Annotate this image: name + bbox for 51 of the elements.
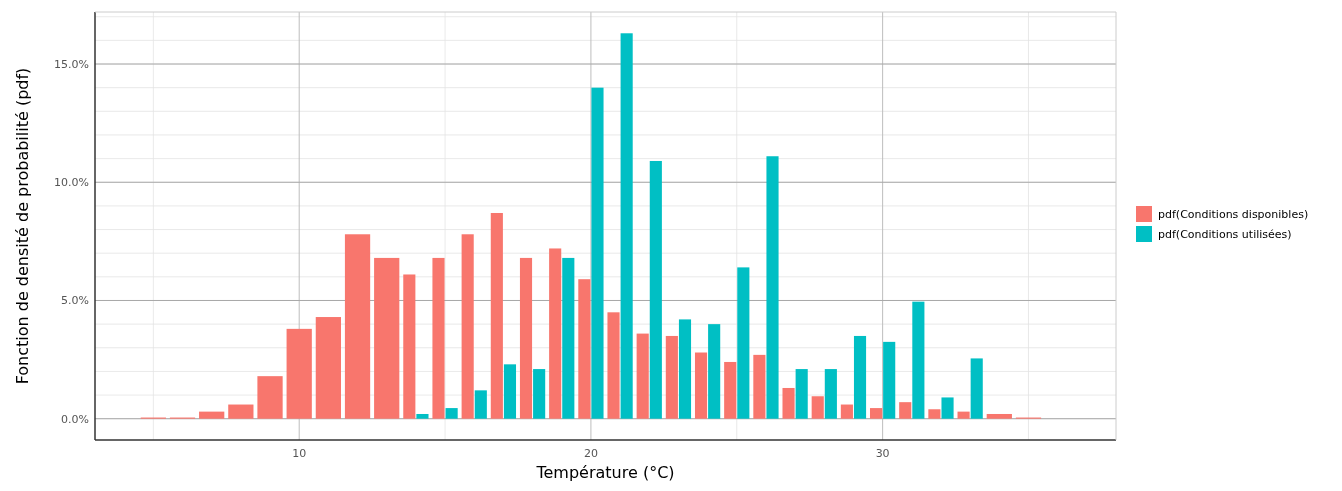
bar <box>941 397 954 419</box>
bar <box>753 354 766 419</box>
bar <box>607 312 620 419</box>
bar <box>620 33 633 419</box>
bar <box>899 402 912 419</box>
bar <box>694 352 708 419</box>
bar <box>853 335 867 419</box>
bar <box>811 396 824 419</box>
x-axis-title: Température (°C) <box>535 463 675 482</box>
x-tick-label: 30 <box>875 447 890 460</box>
y-axis-title: Fonction de densité de probabilité (pdf) <box>13 67 32 385</box>
bar <box>665 335 678 419</box>
legend-label: pdf(Conditions utilisées) <box>1158 227 1292 241</box>
bar <box>503 364 517 419</box>
bar <box>782 387 795 419</box>
y-tick-label: 15.0% <box>54 57 89 71</box>
bar <box>678 319 692 419</box>
bar <box>403 274 416 419</box>
y-tick-label: 0.0% <box>61 412 89 426</box>
bar <box>970 358 983 419</box>
bar <box>737 267 750 419</box>
bar <box>533 369 546 419</box>
bar <box>474 390 487 419</box>
bar <box>912 301 925 419</box>
bar <box>824 369 837 419</box>
bar <box>928 409 941 419</box>
x-tick-label: 10 <box>292 447 307 460</box>
bar <box>957 411 970 419</box>
bar <box>549 248 562 419</box>
bar <box>766 156 779 419</box>
bar <box>578 279 591 419</box>
bar <box>490 212 503 419</box>
bar <box>461 234 474 419</box>
x-tick-label: 20 <box>583 447 598 460</box>
bar <box>883 341 896 419</box>
bar <box>870 408 883 419</box>
bar <box>591 87 604 419</box>
bar <box>840 404 853 419</box>
bar <box>649 160 662 419</box>
bar <box>432 257 445 419</box>
bar <box>724 361 737 419</box>
bar <box>562 257 575 419</box>
bar <box>445 408 458 419</box>
bar <box>795 369 808 419</box>
bar <box>519 257 533 419</box>
legend-label: pdf(Conditions disponibles) <box>1158 207 1309 221</box>
bar <box>636 333 649 419</box>
y-tick-label: 5.0% <box>61 294 89 308</box>
y-tick-label: 10.0% <box>54 176 89 190</box>
bar <box>708 324 721 419</box>
bar <box>416 413 429 419</box>
